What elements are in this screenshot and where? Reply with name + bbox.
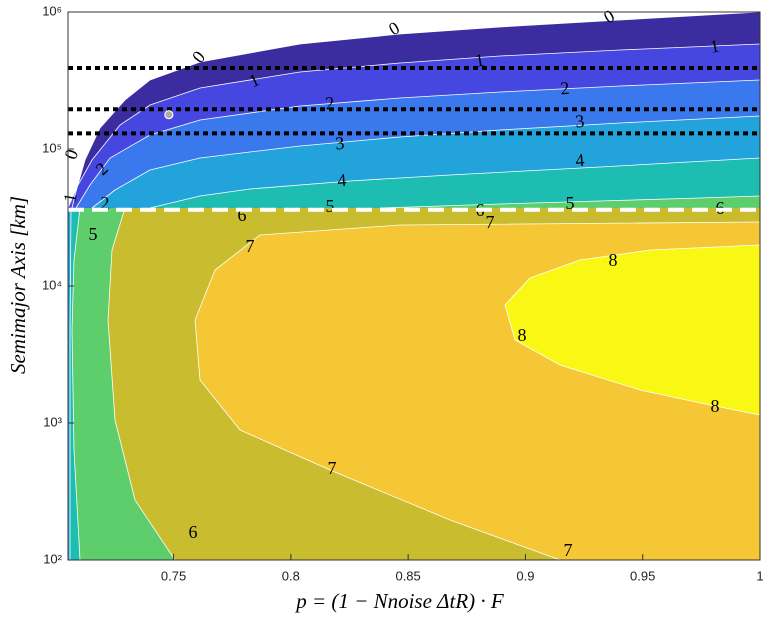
x-tick-label: 0.85 — [395, 568, 420, 583]
contour-label: 1 — [474, 50, 486, 71]
contour-label: 7 — [246, 236, 255, 256]
x-tick-label: 1 — [756, 568, 763, 583]
contour-line — [67, 43, 761, 209]
x-tick-label: 0.9 — [516, 568, 534, 583]
x-axis-label: p = (1 − Nnoise ΔtR) · F — [294, 589, 504, 613]
x-tick-label: 0.75 — [161, 568, 186, 583]
contour-line — [75, 79, 761, 209]
contour-label: 8 — [518, 325, 527, 345]
contour-line — [107, 207, 176, 561]
contour-line — [69, 207, 72, 560]
contour-label: 2 — [324, 93, 335, 114]
contour-line — [71, 11, 761, 209]
contour-label: 3 — [574, 111, 585, 132]
contour-label: 7 — [486, 212, 495, 232]
contour-label: 6 — [189, 522, 198, 542]
contour-label: 4 — [336, 170, 347, 191]
x-tick-label: 0.8 — [282, 568, 300, 583]
contour-label: 5 — [89, 224, 98, 244]
contour-label: 1 — [60, 192, 81, 204]
contour-label: 2 — [559, 78, 570, 99]
contour-line — [379, 195, 761, 209]
marker-point — [164, 110, 174, 120]
plot-area: 000011112222334455566667777888 — [60, 5, 761, 561]
contour-label: 6 — [238, 205, 247, 225]
contour-line — [149, 157, 761, 209]
contour-label: 2 — [101, 193, 110, 213]
contour-band — [68, 158, 760, 208]
contour-label: 5 — [566, 193, 575, 213]
y-tick-label: 10⁶ — [42, 3, 62, 18]
x-tick-label: 0.95 — [630, 568, 655, 583]
y-axis-label: Semimajor Axis [km] — [6, 196, 30, 374]
contour-label: 8 — [711, 396, 720, 416]
contour-label: 7 — [328, 458, 337, 478]
contour-line — [71, 207, 81, 561]
contour-band — [504, 244, 761, 416]
contour-line — [91, 115, 761, 209]
contour-label: 1 — [709, 36, 721, 57]
contour-label: 7 — [564, 540, 573, 560]
y-tick-label: 10³ — [43, 414, 62, 429]
contour-line — [194, 221, 761, 561]
contour-label: 3 — [334, 133, 345, 154]
y-tick-label: 10⁴ — [42, 277, 62, 292]
contour-label: 5 — [326, 196, 335, 216]
y-tick-label: 10² — [43, 551, 62, 566]
contour-label: 4 — [574, 150, 585, 171]
contour-label: 8 — [609, 250, 618, 270]
y-tick-label: 10⁵ — [42, 140, 62, 155]
contour-band — [68, 196, 760, 208]
